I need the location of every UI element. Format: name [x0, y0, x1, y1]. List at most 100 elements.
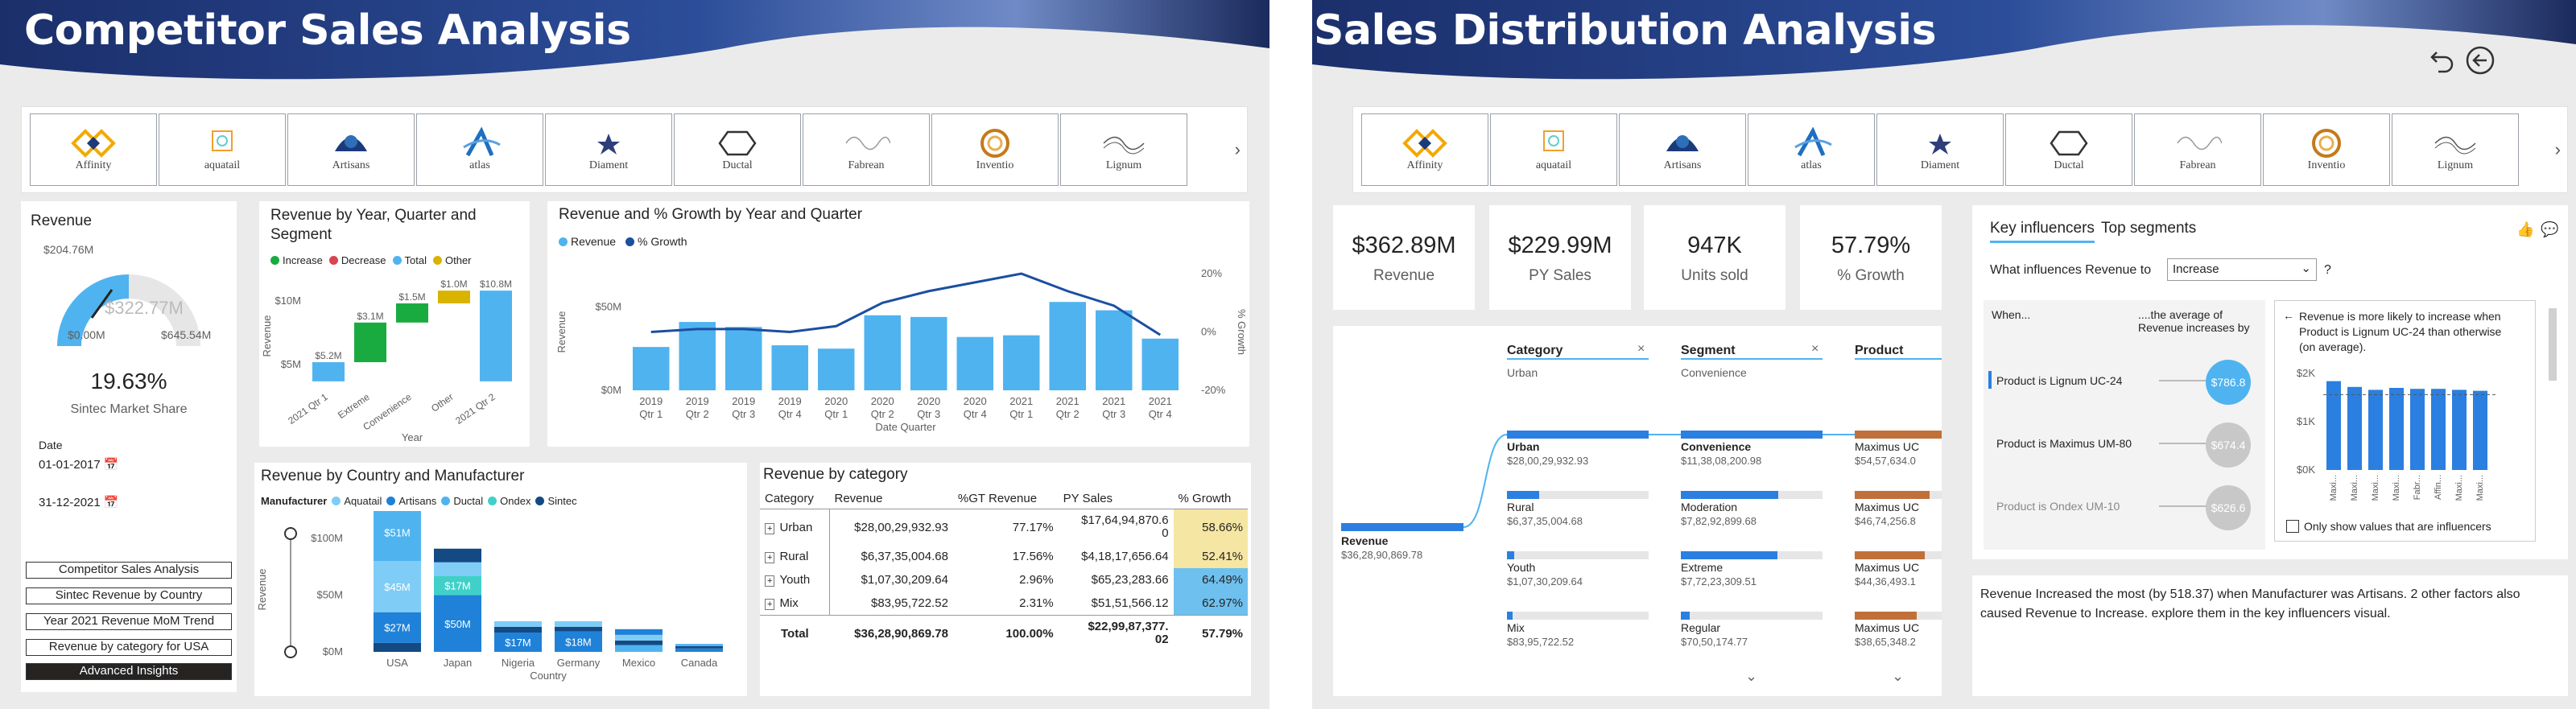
node-bar[interactable]	[1855, 431, 1942, 439]
node-bar[interactable]	[1855, 491, 1930, 499]
stacked-legend: Manufacturer Aquatail Artisans Ductal Ondex S…	[261, 495, 577, 507]
column-header[interactable]: PY Sales	[1063, 492, 1113, 505]
calendar-icon[interactable]: 📅	[103, 496, 119, 509]
influencer-row[interactable]: Product is Lignum UC-24 $786.8	[1984, 357, 2265, 405]
stacked-segment	[374, 642, 421, 652]
close-icon[interactable]: ×	[1811, 342, 1819, 356]
influence-select[interactable]: Increase ⌄	[2167, 258, 2317, 281]
arrow-left-icon[interactable]: ←	[2283, 309, 2294, 322]
legend-item: % Growth	[625, 235, 687, 248]
combo-card: Revenue and % Growth by Year and Quarter…	[547, 201, 1249, 447]
legend-dot	[535, 497, 545, 505]
tab-top-segments[interactable]: Top segments	[2101, 220, 2197, 237]
when-header: When...	[1992, 308, 2031, 321]
stacked-segment	[615, 645, 663, 652]
node-bar[interactable]	[1507, 491, 1540, 499]
node-track[interactable]	[1507, 612, 1649, 620]
logo-lignum[interactable]: Lignum	[2392, 113, 2519, 186]
kpi-units-sold: 947K Units sold	[1644, 205, 1785, 310]
close-icon[interactable]: ×	[1637, 342, 1645, 356]
logo-fabrean[interactable]: Fabrean	[803, 113, 930, 186]
logo-inventio[interactable]: Inventio	[931, 113, 1059, 186]
logo-ductal[interactable]: Ductal	[674, 113, 801, 186]
level-title: Category	[1507, 344, 1649, 360]
comment-icon[interactable]: 💬	[2541, 221, 2559, 237]
column-header[interactable]: % Growth	[1178, 492, 1232, 505]
tab-key-influencers[interactable]: Key influencers	[1990, 220, 2095, 243]
date-to-input[interactable]: 31-12-2021 📅	[39, 495, 119, 509]
kpi-label: Revenue	[1373, 267, 1435, 284]
logo-atlas[interactable]: atlas	[1748, 113, 1875, 186]
influencer-row[interactable]: Product is Ondex UM-10 $626.6	[1984, 482, 2265, 530]
segment-label: $51M	[384, 526, 411, 538]
expand-icon[interactable]: +	[765, 552, 775, 563]
range-slider-handle[interactable]	[284, 645, 297, 658]
scrollbar[interactable]	[2549, 308, 2557, 381]
logo-artisans[interactable]: Artisans	[1619, 113, 1746, 186]
table-row[interactable]: + Youth $1,07,30,209.64 2.96% $65,23,283.66 6…	[760, 568, 1248, 592]
node-bar[interactable]	[1855, 612, 1917, 620]
root-bar[interactable]	[1341, 523, 1463, 531]
logo-diament[interactable]: Diament	[1876, 113, 2004, 186]
node-bar[interactable]	[1681, 491, 1779, 499]
node-track[interactable]	[1507, 551, 1649, 559]
table-row[interactable]: + Mix $83,95,722.52 2.31% $51,51,566.12 62.97…	[760, 592, 1248, 616]
node-bar[interactable]	[1855, 551, 1926, 559]
node-bar[interactable]	[1507, 612, 1513, 620]
logo-diament[interactable]: Diament	[545, 113, 672, 186]
node-track[interactable]	[1681, 612, 1823, 620]
influence-select-value: Increase	[2173, 262, 2219, 276]
logo-inventio[interactable]: Inventio	[2263, 113, 2390, 186]
nav-button-sintec-revenue[interactable]: Sintec Revenue by Country	[26, 587, 232, 604]
node-bar[interactable]	[1681, 551, 1777, 559]
waterfall-title: Revenue by Year, Quarter and Segment	[270, 207, 477, 243]
expand-icon[interactable]: +	[765, 599, 775, 610]
range-slider-handle[interactable]	[284, 527, 297, 540]
chevron-down-icon[interactable]: ⌄	[1745, 668, 1758, 684]
expand-icon[interactable]: +	[765, 575, 775, 587]
logo-affinity[interactable]: Affinity	[30, 113, 157, 186]
chevron-down-icon[interactable]: ⌄	[1892, 668, 1905, 684]
thumbs-up-icon[interactable]: 👍	[2516, 221, 2535, 237]
column-header[interactable]: Category	[765, 492, 814, 505]
table-row[interactable]: + Rural $6,37,35,004.68 17.56% $4,18,17,656.…	[760, 545, 1248, 568]
x-tick-quarter: Qtr 2	[686, 408, 709, 420]
logo-aquatail[interactable]: aquatail	[159, 113, 286, 186]
node-bar[interactable]	[1507, 431, 1649, 439]
logo-fabrean[interactable]: Fabrean	[2134, 113, 2261, 186]
nav-button-advanced-insights[interactable]: Advanced Insights	[26, 663, 232, 680]
logo-affinity[interactable]: Affinity	[1361, 113, 1488, 186]
node-value: $1,07,30,209.64	[1507, 575, 1583, 587]
influencer-row[interactable]: Product is Maximus UM-80 $674.4	[1984, 419, 2265, 468]
node-bar[interactable]	[1681, 612, 1690, 620]
column-header[interactable]: %GT Revenue	[957, 492, 1038, 505]
node-value: $11,38,08,200.98	[1681, 455, 1762, 467]
aquatail-logo-icon	[1530, 127, 1578, 159]
back-circle-icon[interactable]	[2465, 44, 2497, 76]
expand-icon[interactable]: +	[765, 522, 775, 534]
column-header[interactable]: Revenue	[834, 492, 883, 505]
nav-button-competitor-sales[interactable]: Competitor Sales Analysis	[26, 562, 232, 579]
chevron-right-icon[interactable]: ›	[1234, 139, 1241, 159]
back-arrow-icon[interactable]	[2427, 44, 2459, 76]
checkbox-box[interactable]	[2286, 520, 2299, 533]
logo-atlas[interactable]: atlas	[416, 113, 543, 186]
x-tick-label: Germany	[557, 657, 601, 669]
logo-artisans[interactable]: Artisans	[287, 113, 415, 186]
chevron-right-icon[interactable]: ›	[2554, 139, 2561, 159]
logo-ductal[interactable]: Ductal	[2005, 113, 2132, 186]
nav-button-category-usa[interactable]: Revenue by category for USA	[26, 639, 232, 656]
nav-button-mom-trend[interactable]: Year 2021 Revenue MoM Trend	[26, 613, 232, 630]
node-bar[interactable]	[1681, 431, 1823, 439]
node-bar[interactable]	[1507, 551, 1514, 559]
logo-aquatail[interactable]: aquatail	[1490, 113, 1617, 186]
date-from-input[interactable]: 01-01-2017 📅	[39, 457, 119, 472]
calendar-icon[interactable]: 📅	[103, 458, 119, 472]
node-track[interactable]	[1507, 491, 1649, 499]
logo-lignum[interactable]: Lignum	[1060, 113, 1187, 186]
revenue-cell: $6,37,35,004.68	[828, 545, 953, 568]
table-row[interactable]: + Urban $28,00,29,932.93 77.17% $17,64,94,87…	[760, 509, 1248, 545]
x-tick-year: 2021	[1009, 395, 1033, 407]
influencers-only-checkbox[interactable]: Only show values that are influencers	[2286, 520, 2491, 533]
legend-item: Aquatail	[332, 495, 382, 507]
